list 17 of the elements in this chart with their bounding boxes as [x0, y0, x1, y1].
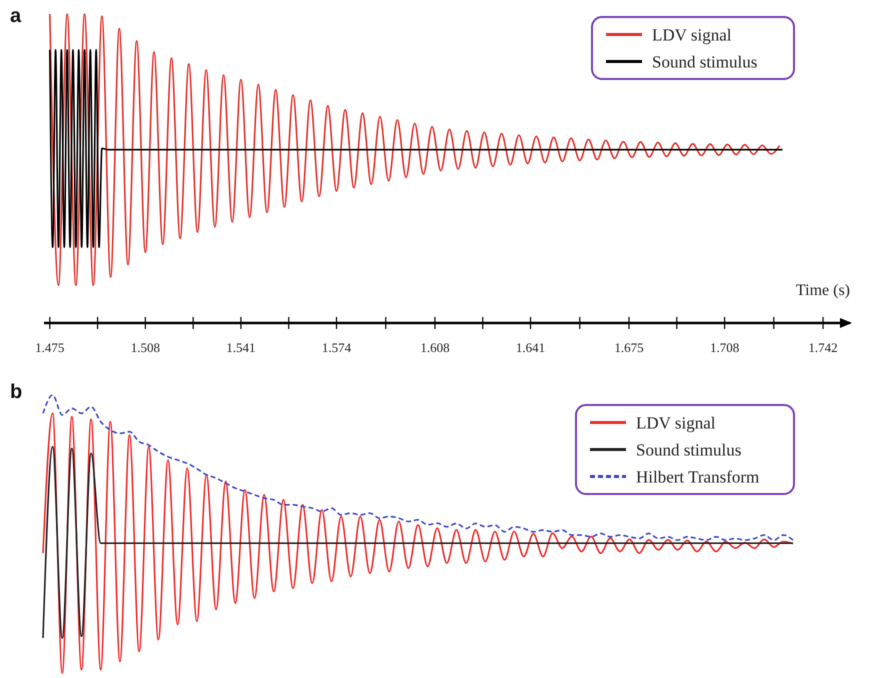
legend-label: LDV signal: [636, 414, 716, 432]
legend-label: Hilbert Transform: [636, 468, 760, 486]
x-tick-label: 1.675: [614, 340, 644, 355]
x-tick-label: 1.541: [226, 340, 256, 355]
x-axis-title: Time (s): [796, 282, 850, 299]
legend-label: Sound stimulus: [652, 52, 758, 72]
x-tick-label: 1.508: [130, 340, 160, 355]
x-tick-label: 1.475: [35, 340, 64, 355]
x-tick-label: 1.608: [420, 340, 450, 355]
legend-label: Sound stimulus: [636, 440, 742, 460]
x-tick-label: 1.708: [710, 340, 740, 355]
x-tick-label: 1.574: [322, 340, 352, 355]
chart-title: b: [10, 381, 22, 403]
x-tick-label: 1.641: [516, 340, 546, 355]
legend-label: LDV signal: [652, 26, 732, 44]
chart-title: a: [10, 5, 22, 27]
x-tick-label: 1.742: [808, 340, 838, 355]
